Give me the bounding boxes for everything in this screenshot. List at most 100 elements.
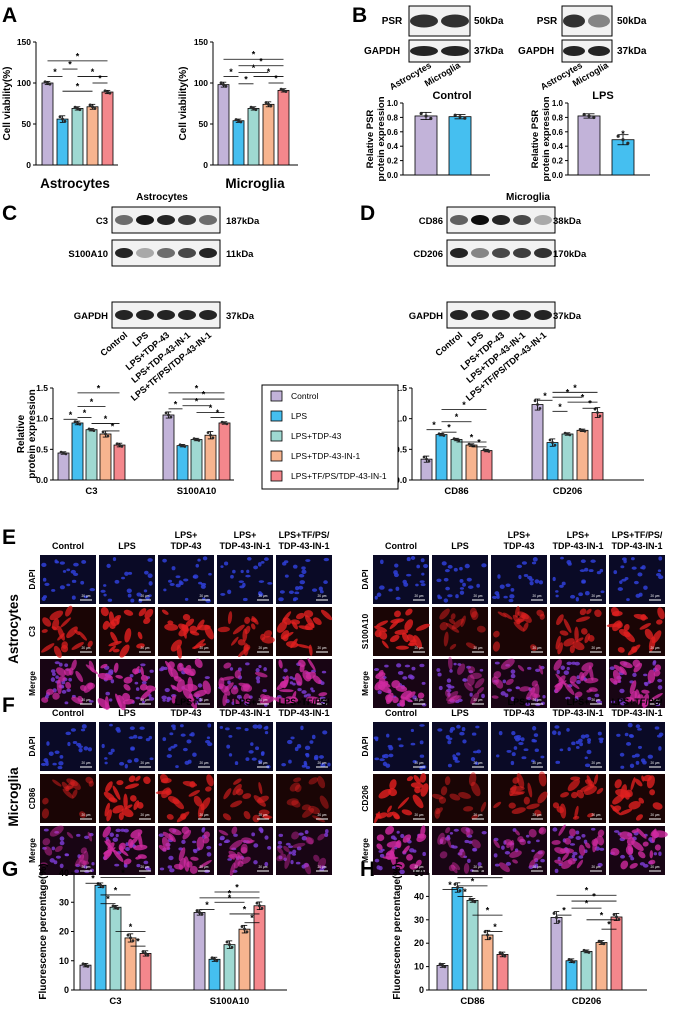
cell-stain — [477, 687, 485, 694]
data-point — [223, 421, 226, 425]
scale-bar-label: 20 μm — [415, 865, 424, 869]
cell-stain — [564, 837, 572, 845]
nucleus — [462, 582, 466, 587]
nucleus — [469, 692, 473, 697]
cell-stain — [567, 779, 580, 792]
nucleus — [279, 590, 285, 594]
cell-stain — [630, 777, 636, 791]
cell-stain — [130, 829, 143, 839]
bar — [277, 89, 290, 166]
nucleus — [81, 724, 87, 729]
cell-stain — [614, 779, 622, 789]
nucleus — [410, 556, 416, 560]
legend-entry: LPS — [291, 411, 307, 421]
cell-stain — [458, 849, 466, 859]
micrograph-1-0 — [373, 773, 429, 824]
significance-star: * — [600, 910, 604, 920]
cell-stain — [182, 613, 191, 621]
cell-stain — [78, 631, 87, 641]
scale-bar-label: 20 μm — [259, 761, 268, 765]
cell-stain — [276, 846, 284, 855]
nucleus — [453, 662, 457, 666]
nucleus — [127, 571, 133, 575]
blot-band — [471, 248, 489, 258]
row-label: DAPI — [27, 569, 37, 589]
nucleus — [55, 675, 59, 679]
data-point — [220, 420, 224, 424]
cell-stain — [443, 631, 449, 647]
nucleus — [45, 762, 49, 767]
cell-stain — [185, 618, 195, 627]
cell-stain — [97, 673, 113, 681]
micrograph-1-1 — [432, 772, 488, 823]
nucleus — [44, 582, 50, 587]
nucleus — [494, 863, 500, 867]
data-point — [419, 111, 423, 116]
cell-stain — [88, 660, 95, 673]
row-label: DAPI — [360, 736, 370, 756]
scale-bar-label: 20 μm — [82, 698, 91, 702]
cell-stain — [407, 642, 418, 647]
nucleus — [301, 566, 306, 570]
cell-stain — [609, 677, 618, 685]
cell-stain — [259, 696, 275, 704]
row-label: S100A10 — [360, 614, 370, 650]
data-point — [243, 927, 246, 931]
nucleus — [510, 673, 516, 679]
cell-stain — [567, 858, 576, 865]
bar — [204, 434, 217, 481]
significance-star: * — [562, 906, 566, 916]
nucleus — [394, 563, 399, 568]
nucleus — [567, 747, 571, 752]
nucleus — [305, 753, 310, 758]
cell-stain — [620, 860, 629, 870]
nucleus — [144, 866, 150, 870]
nucleus — [474, 761, 479, 766]
cell-stain — [261, 815, 273, 819]
cell-stain — [619, 808, 633, 816]
nucleus — [619, 688, 625, 694]
nucleus — [88, 700, 94, 703]
cell-stain — [611, 607, 620, 616]
nucleus — [262, 689, 267, 693]
nucleus — [84, 835, 90, 839]
cell-stain — [299, 664, 305, 673]
significance-star: * — [448, 880, 452, 890]
nucleus — [510, 669, 516, 674]
cell-stain — [513, 621, 525, 632]
data-point — [596, 411, 599, 414]
cell-stain — [170, 639, 182, 652]
nucleus — [598, 737, 604, 741]
cell-stain — [184, 664, 192, 675]
nucleus — [246, 569, 250, 574]
cell-stain — [88, 780, 94, 787]
cell-stain — [517, 665, 525, 672]
significance-star: * — [581, 393, 585, 403]
significance-star: * — [585, 886, 589, 896]
cell-stain — [563, 682, 575, 695]
cell-stain — [514, 830, 520, 836]
nucleus — [647, 754, 654, 759]
nucleus — [422, 851, 427, 857]
nucleus — [617, 587, 624, 591]
nucleus — [386, 733, 390, 738]
nucleus — [520, 737, 525, 742]
scale-bar-label: 20 μm — [533, 865, 542, 869]
cell-stain — [576, 859, 584, 869]
cell-stain — [161, 609, 169, 615]
cell-stain — [232, 624, 245, 635]
data-point — [245, 930, 249, 934]
cell-stain — [656, 619, 663, 625]
y-tick-label: 0 — [26, 160, 31, 170]
nucleus — [590, 559, 596, 563]
nucleus — [644, 682, 649, 687]
scale-bar-label: 20 μm — [259, 865, 268, 869]
cell-stain — [386, 811, 394, 818]
blot-band — [450, 310, 468, 320]
cell-stain — [578, 844, 586, 856]
nucleus — [396, 663, 402, 668]
cell-stain — [471, 839, 481, 849]
nucleus — [115, 833, 119, 838]
nucleus — [108, 670, 114, 676]
cell-stain — [263, 630, 272, 638]
